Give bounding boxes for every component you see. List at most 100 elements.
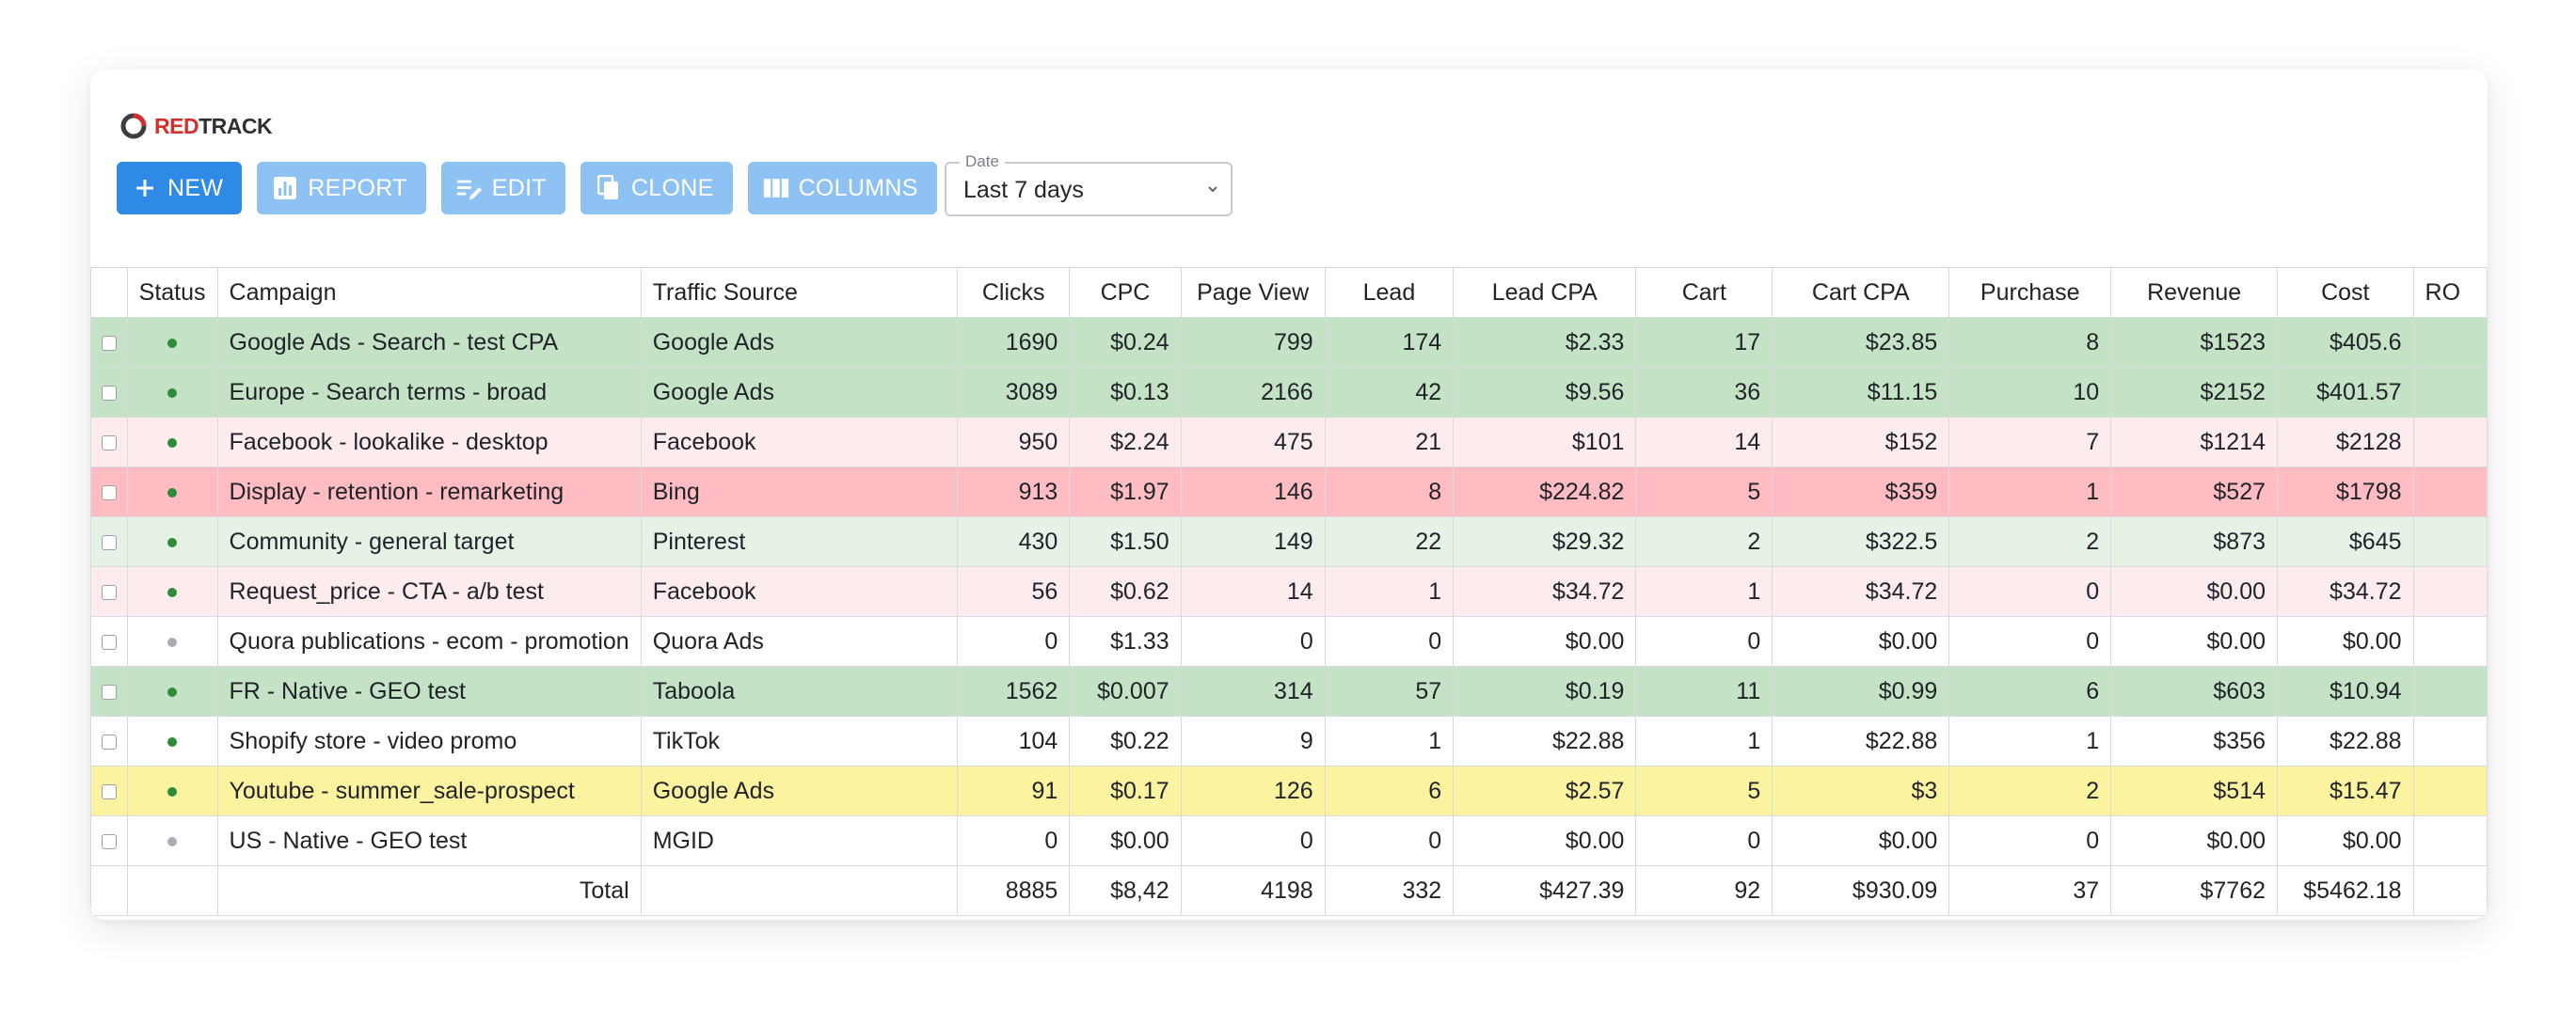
column-header-clicks[interactable]: Clicks — [957, 267, 1071, 318]
status-cell — [126, 367, 218, 418]
cell-campaign[interactable]: Quora publications - ecom - promotion — [216, 616, 642, 667]
cell-clicks: 950 — [957, 417, 1071, 467]
cell-cost: $645 — [2277, 516, 2414, 567]
column-header-cart-cpa[interactable]: Cart CPA — [1772, 267, 1950, 318]
status-cell — [126, 616, 218, 667]
clone-button[interactable]: CLONE — [580, 162, 733, 214]
cell-campaign[interactable]: Europe - Search terms - broad — [216, 367, 642, 418]
cell-cost: $22.88 — [2277, 716, 2414, 766]
new-button[interactable]: NEW — [117, 162, 243, 214]
row-checkbox[interactable] — [101, 634, 117, 650]
status-cell — [126, 417, 218, 467]
total-cart: 92 — [1635, 865, 1773, 916]
table-row[interactable]: Youtube - summer_sale-prospect Google Ads… — [90, 766, 2488, 816]
status-cell — [126, 666, 218, 717]
status-cell — [126, 766, 218, 816]
total-empty-cell — [90, 865, 128, 916]
cell-cart: 2 — [1635, 516, 1773, 567]
column-header-cost[interactable]: Cost — [2277, 267, 2414, 318]
cell-revenue: $356 — [2110, 716, 2279, 766]
column-header-lead[interactable]: Lead — [1324, 267, 1455, 318]
cell-lead: 174 — [1324, 317, 1455, 368]
column-header-page-view[interactable]: Page View — [1180, 267, 1326, 318]
column-header-status[interactable]: Status — [126, 267, 218, 318]
edit-button[interactable]: EDIT — [440, 162, 565, 214]
table-row[interactable]: Display - retention - remarketing Bing 913… — [90, 466, 2488, 517]
row-checkbox[interactable] — [101, 734, 117, 750]
cell-clicks: 0 — [957, 815, 1071, 866]
row-select-cell — [90, 466, 128, 517]
row-checkbox[interactable] — [101, 335, 117, 351]
total-cost: $5462.18 — [2277, 865, 2414, 916]
cell-traffic-source: Bing — [640, 466, 959, 517]
row-select-cell — [90, 367, 128, 418]
cell-purchase: 0 — [1948, 616, 2112, 667]
cell-page-view: 0 — [1180, 616, 1326, 667]
report-button[interactable]: REPORT — [257, 162, 426, 214]
table-row[interactable]: Facebook - lookalike - desktop Facebook 95… — [90, 417, 2488, 467]
cell-campaign[interactable]: Request_price - CTA - a/b test — [216, 566, 642, 617]
column-header-traffic-source[interactable]: Traffic Source — [640, 267, 959, 318]
table-row[interactable]: Shopify store - video promo TikTok 104 $0.2… — [90, 716, 2488, 766]
cell-cost: $15.47 — [2277, 766, 2414, 816]
table-row[interactable]: Google Ads - Search - test CPA Google Ads… — [90, 317, 2488, 368]
column-header-roi[interactable]: RO — [2412, 267, 2488, 318]
table-row[interactable]: FR - Native - GEO test Taboola 1562 $0.007 3… — [90, 666, 2488, 717]
table-row[interactable]: Europe - Search terms - broad Google Ads 3… — [90, 367, 2488, 418]
columns-button[interactable]: COLUMNS — [747, 162, 937, 214]
status-dot-icon — [167, 338, 178, 348]
row-checkbox[interactable] — [101, 534, 117, 550]
row-checkbox[interactable] — [101, 584, 117, 600]
row-checkbox[interactable] — [101, 484, 117, 500]
column-header-lead-cpa[interactable]: Lead CPA — [1453, 267, 1637, 318]
cell-purchase: 8 — [1948, 317, 2112, 368]
cell-cpc: $1.97 — [1069, 466, 1182, 517]
cell-cart: 1 — [1635, 716, 1773, 766]
row-select-cell — [90, 566, 128, 617]
table-row[interactable]: Quora publications - ecom - promotion Quo… — [90, 616, 2488, 667]
cell-cost: $2128 — [2277, 417, 2414, 467]
cell-purchase: 2 — [1948, 766, 2112, 816]
cell-page-view: 126 — [1180, 766, 1326, 816]
cell-campaign[interactable]: US - Native - GEO test — [216, 815, 642, 866]
cell-cart: 1 — [1635, 566, 1773, 617]
cell-cost: $10.94 — [2277, 666, 2414, 717]
cell-campaign[interactable]: Shopify store - video promo — [216, 716, 642, 766]
row-checkbox[interactable] — [101, 385, 117, 401]
table-row[interactable]: US - Native - GEO test MGID 0 $0.00 0 0 $0.00 0… — [90, 815, 2488, 866]
date-select[interactable]: Date Last 7 days — [945, 152, 1232, 216]
cell-revenue: $2152 — [2110, 367, 2279, 418]
column-header-campaign[interactable]: Campaign — [216, 267, 642, 318]
table-row[interactable]: Community - general target Pinterest 430 $1… — [90, 516, 2488, 567]
cell-campaign[interactable]: Google Ads - Search - test CPA — [216, 317, 642, 368]
status-dot-icon — [167, 687, 178, 697]
cell-campaign[interactable]: Community - general target — [216, 516, 642, 567]
cell-campaign[interactable]: Facebook - lookalike - desktop — [216, 417, 642, 467]
row-checkbox[interactable] — [101, 783, 117, 799]
cell-cost: $0.00 — [2277, 616, 2414, 667]
table-row[interactable]: Request_price - CTA - a/b test Facebook 56… — [90, 566, 2488, 617]
cell-clicks: 56 — [957, 566, 1071, 617]
column-header-cpc[interactable]: CPC — [1069, 267, 1182, 318]
row-checkbox[interactable] — [101, 434, 117, 450]
total-empty-cell — [126, 865, 218, 916]
cell-page-view: 799 — [1180, 317, 1326, 368]
cell-lead-cpa: $2.33 — [1453, 317, 1637, 368]
total-roi — [2412, 865, 2488, 916]
cell-lead: 1 — [1324, 716, 1455, 766]
row-select-cell — [90, 616, 128, 667]
row-checkbox[interactable] — [101, 833, 117, 849]
column-header-purchase[interactable]: Purchase — [1948, 267, 2112, 318]
cell-traffic-source: MGID — [640, 815, 959, 866]
cell-lead-cpa: $0.00 — [1453, 616, 1637, 667]
row-checkbox[interactable] — [101, 684, 117, 700]
status-dot-icon — [167, 836, 178, 846]
column-header-revenue[interactable]: Revenue — [2110, 267, 2279, 318]
cell-campaign[interactable]: Display - retention - remarketing — [216, 466, 642, 517]
column-header-select[interactable] — [90, 267, 128, 318]
cell-campaign[interactable]: Youtube - summer_sale-prospect — [216, 766, 642, 816]
cell-traffic-source: Pinterest — [640, 516, 959, 567]
cell-campaign[interactable]: FR - Native - GEO test — [216, 666, 642, 717]
cell-cart-cpa: $34.72 — [1772, 566, 1950, 617]
column-header-cart[interactable]: Cart — [1635, 267, 1773, 318]
